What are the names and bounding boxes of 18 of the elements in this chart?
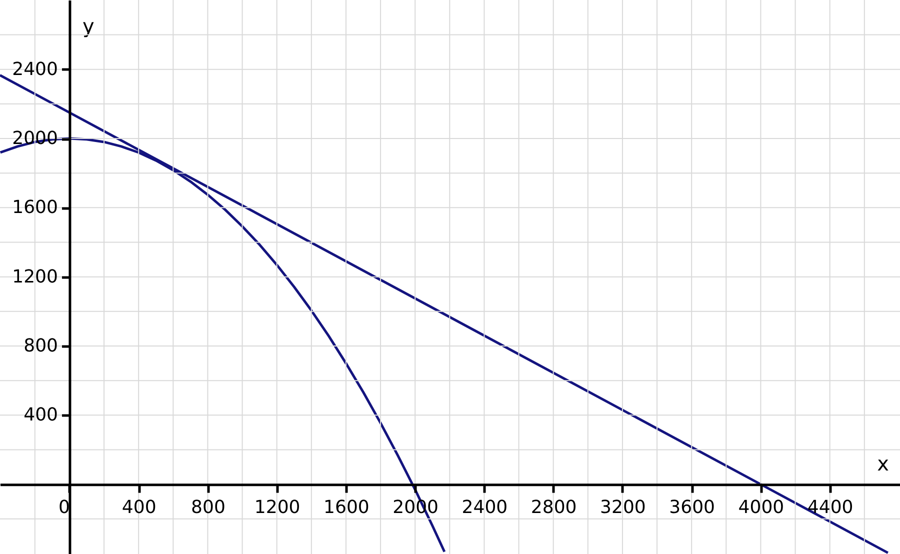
x-tick-label: 400 <box>122 496 156 518</box>
y-tick-label: 400 <box>24 404 58 426</box>
y-axis-title: y <box>82 14 94 38</box>
y-tick-label: 1600 <box>12 197 58 218</box>
x-tick-label: 3200 <box>600 496 646 518</box>
x-tick-label: 2400 <box>462 496 508 518</box>
y-tick-label: 2400 <box>12 58 58 80</box>
x-tick-label: 1200 <box>254 496 300 518</box>
x-tick-label: 4400 <box>807 496 854 518</box>
x-tick-label: 1600 <box>324 496 370 518</box>
line-series <box>0 74 890 554</box>
x-tick-label: 2800 <box>530 496 577 518</box>
x-tick-label: 4000 <box>738 496 784 518</box>
y-tick-label: 1200 <box>12 266 58 288</box>
x-tick-label: 3600 <box>669 496 715 518</box>
x-tick-label: 800 <box>191 496 226 518</box>
y-tick-label: 800 <box>24 335 58 356</box>
x-axis-title: x <box>877 451 890 476</box>
